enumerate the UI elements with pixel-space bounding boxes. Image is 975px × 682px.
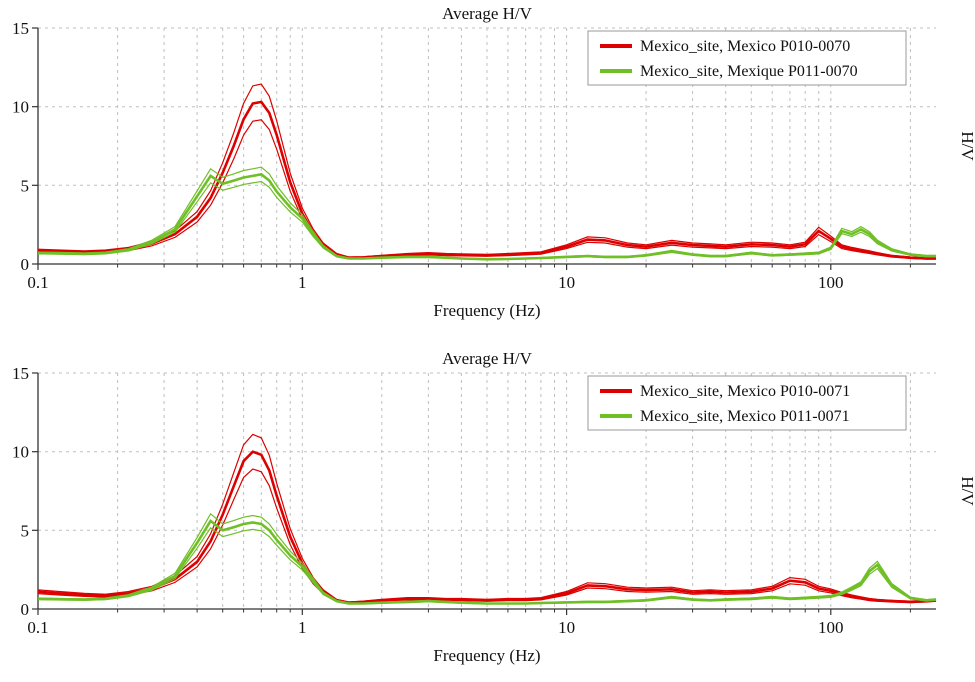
chart-title: Average H/V bbox=[442, 349, 533, 368]
hv-chart-top-canvas: 0 5 10 15 0.1 1 10 100 Mexico_site, Mexico P010-… bbox=[12, 4, 975, 320]
series-mean-line bbox=[37, 450, 937, 605]
y-tick-label: 10 bbox=[12, 98, 29, 117]
y-axis-label: H/V bbox=[958, 476, 975, 506]
legend-entry-label: Mexico_site, Mexico P011-0071 bbox=[640, 408, 850, 425]
x-tick-label: 100 bbox=[818, 273, 844, 292]
y-tick-label: 0 bbox=[21, 600, 30, 619]
series-lines bbox=[37, 83, 936, 261]
y-tick-label: 5 bbox=[21, 521, 30, 540]
x-axis-label: Frequency (Hz) bbox=[433, 646, 540, 665]
series-mean-line bbox=[37, 100, 936, 260]
x-tick-label: 10 bbox=[558, 618, 575, 637]
x-axis-label: Frequency (Hz) bbox=[433, 301, 540, 320]
x-tick-label: 100 bbox=[818, 618, 844, 637]
legend-entry-label: Mexico_site, Mexique P011-0070 bbox=[640, 63, 858, 80]
series-lines bbox=[37, 433, 937, 605]
legend-entry-label: Mexico_site, Mexico P010-0071 bbox=[640, 383, 850, 400]
legend-entry-label: Mexico_site, Mexico P010-0070 bbox=[640, 38, 850, 55]
hv-chart-bottom-canvas: 0 5 10 15 0.1 1 10 100 Mexico_site, Mexico P010-… bbox=[12, 349, 975, 665]
chart-title: Average H/V bbox=[442, 4, 533, 23]
y-tick-label: 0 bbox=[21, 255, 30, 274]
y-axis-label: H/V bbox=[958, 131, 975, 161]
legend: Mexico_site, Mexico P010-0071 Mexico_site… bbox=[587, 375, 907, 431]
x-tick-label: 1 bbox=[298, 618, 307, 637]
series-mean-line bbox=[37, 172, 936, 261]
x-tick-label: 0.1 bbox=[27, 618, 48, 637]
y-tick-label: 15 bbox=[12, 364, 29, 383]
series-mean-line bbox=[37, 518, 937, 605]
y-tick-label: 5 bbox=[21, 176, 30, 195]
x-tick-label: 10 bbox=[558, 273, 575, 292]
axes: 0 5 10 15 0.1 1 10 100 bbox=[12, 19, 936, 292]
grid bbox=[37, 372, 936, 609]
grid bbox=[37, 27, 936, 264]
hv-chart-bottom: 0 5 10 15 0.1 1 10 100 Mexico_site, Mexico P010-… bbox=[0, 337, 975, 682]
y-tick-label: 10 bbox=[12, 443, 29, 462]
x-tick-label: 0.1 bbox=[27, 273, 48, 292]
legend: Mexico_site, Mexico P010-0070 Mexico_site… bbox=[587, 30, 907, 86]
x-tick-label: 1 bbox=[298, 273, 307, 292]
y-tick-label: 15 bbox=[12, 19, 29, 38]
axes: 0 5 10 15 0.1 1 10 100 bbox=[12, 364, 936, 637]
hv-chart-top: 0 5 10 15 0.1 1 10 100 Mexico_site, Mexico P010-… bbox=[0, 2, 975, 337]
